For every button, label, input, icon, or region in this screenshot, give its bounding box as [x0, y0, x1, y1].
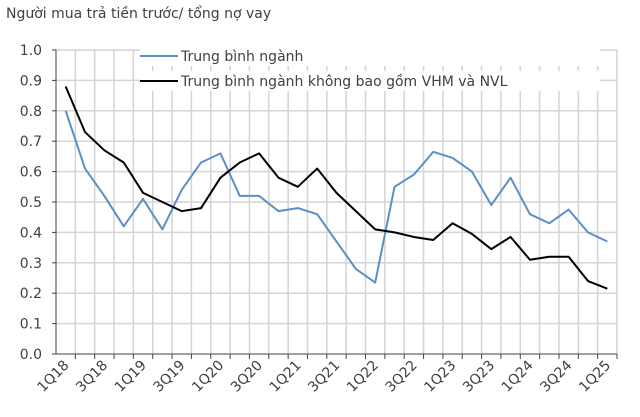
- x-tick-label: 1Q25: [576, 358, 614, 396]
- x-tick-label: 3Q18: [73, 358, 111, 396]
- x-tick-label: 1Q18: [34, 358, 72, 396]
- x-tick-label: 3Q22: [383, 358, 421, 396]
- y-tick-label: 0.3: [20, 256, 42, 272]
- x-tick-label: 1Q22: [344, 358, 382, 396]
- y-tick-label: 0.0: [20, 347, 42, 363]
- x-tick-label: 3Q24: [537, 357, 575, 395]
- y-tick-label: 0.9: [20, 73, 42, 89]
- legend-label: Trung bình ngành: [180, 49, 303, 65]
- series-line-2: [64, 86, 608, 290]
- x-tick-label: 1Q23: [421, 358, 459, 396]
- x-tick-label: 3Q23: [460, 358, 498, 396]
- x-tick-label: 1Q20: [189, 358, 227, 396]
- x-tick-label: 1Q24: [499, 357, 537, 395]
- x-tick-label: 3Q20: [228, 358, 266, 396]
- x-tick-label: 3Q19: [151, 358, 189, 396]
- y-tick-label: 0.6: [20, 165, 42, 181]
- legend-label: Trung bình ngành không bao gồm VHM và NV…: [180, 73, 508, 90]
- y-tick-label: 0.5: [20, 195, 42, 211]
- y-tick-label: 0.1: [20, 317, 42, 333]
- y-tick-label: 1.0: [20, 43, 42, 59]
- legend-bg: [140, 71, 600, 91]
- chart-title: Người mua trả tiền trước/ tổng nợ vay: [6, 6, 272, 22]
- y-tick-label: 0.4: [20, 225, 42, 241]
- x-tick-label: 3Q21: [305, 358, 343, 396]
- y-tick-label: 0.2: [20, 286, 42, 302]
- y-tick-label: 0.7: [20, 134, 42, 150]
- legend-bg: [140, 46, 600, 66]
- x-tick-label: 1Q21: [267, 358, 305, 396]
- x-tick-label: 1Q19: [112, 358, 150, 396]
- y-tick-label: 0.8: [20, 104, 42, 120]
- series-line-1: [64, 110, 608, 284]
